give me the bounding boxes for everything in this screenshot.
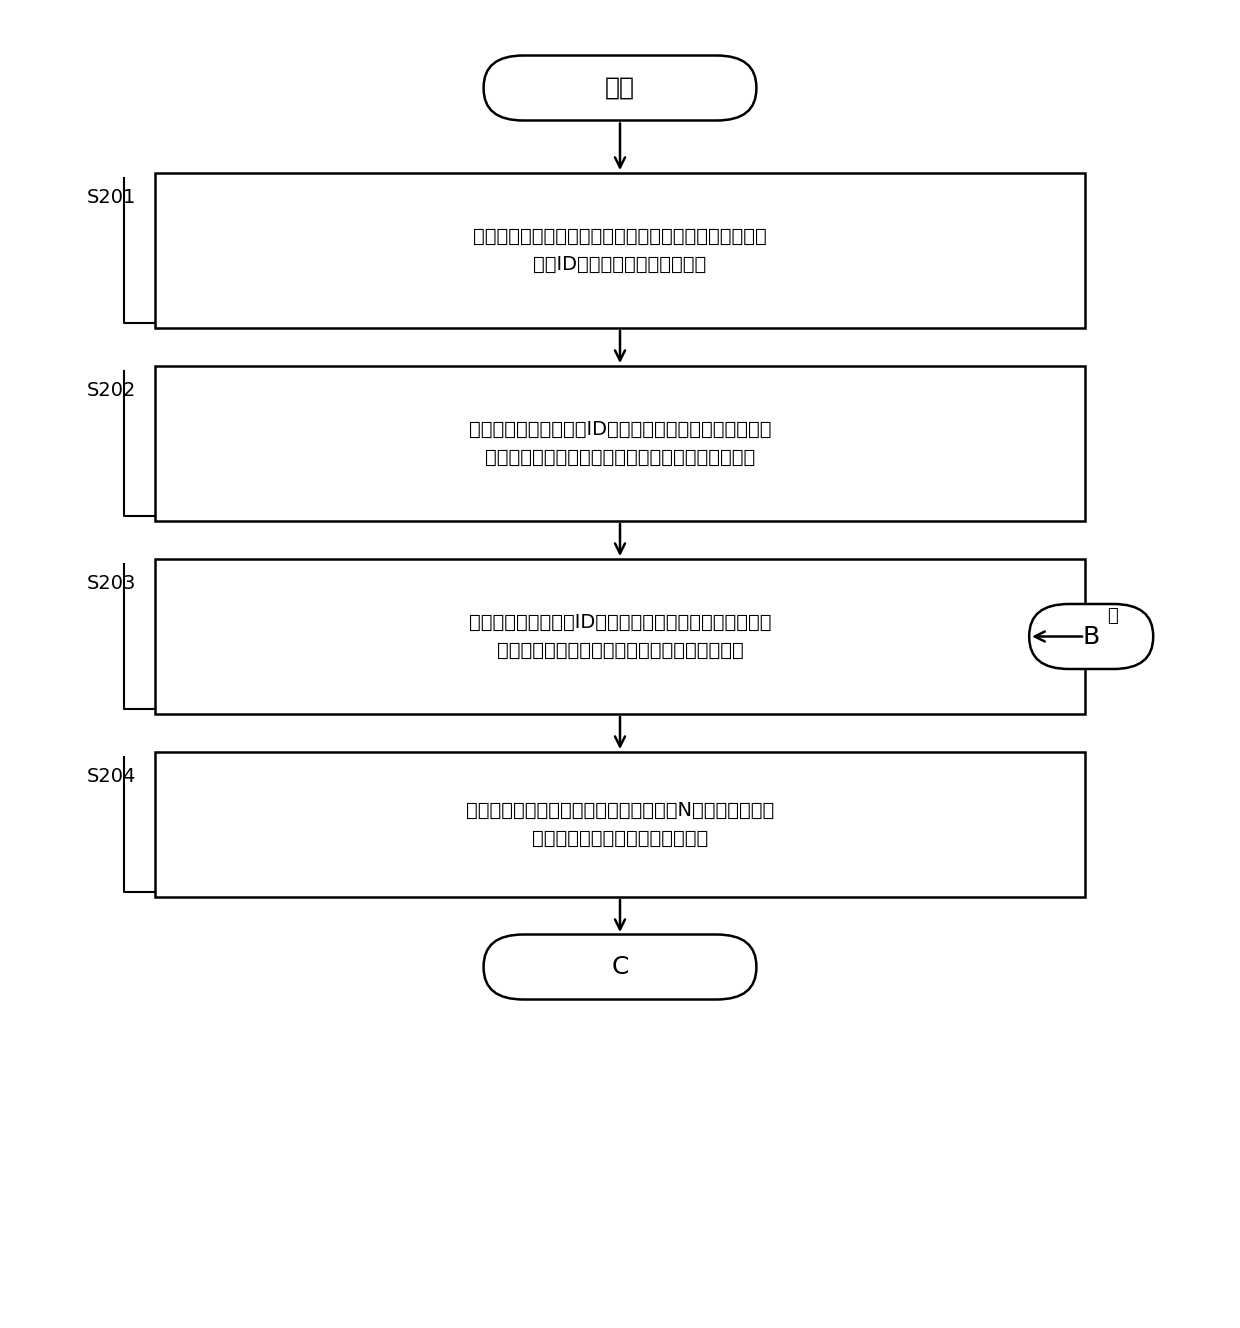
Text: 每个管理分平台依据ID信息对预设定区域的月度人均用水
量进行升序排序，并将排序结果发送至服务平台: 每个管理分平台依据ID信息对预设定区域的月度人均用水 量进行升序排序，并将排序结…	[469, 614, 771, 660]
FancyBboxPatch shape	[1029, 604, 1153, 669]
FancyBboxPatch shape	[155, 559, 1085, 714]
Text: B: B	[1083, 624, 1100, 648]
FancyBboxPatch shape	[484, 935, 756, 1000]
Text: 服务平台依据排序结果向与排名靠前的前N个月度人均用水
量对应的用户分平台发送奖励信息: 服务平台依据排序结果向与排名靠前的前N个月度人均用水 量对应的用户分平台发送奖励…	[466, 801, 774, 849]
Text: S203: S203	[87, 574, 136, 594]
Text: S202: S202	[87, 381, 136, 400]
Text: S204: S204	[87, 768, 136, 786]
FancyBboxPatch shape	[155, 752, 1085, 896]
FancyBboxPatch shape	[484, 56, 756, 121]
FancyBboxPatch shape	[155, 173, 1085, 328]
Text: S201: S201	[87, 189, 136, 207]
FancyBboxPatch shape	[155, 367, 1085, 521]
Text: 每个管理分平台查找与ID信息关联的家庭人口信息，并依
据月度用水量以及家庭人口信息计算月度平均用水量: 每个管理分平台查找与ID信息关联的家庭人口信息，并依 据月度用水量以及家庭人口信…	[469, 420, 771, 467]
Text: 是: 是	[1107, 607, 1118, 624]
Text: C: C	[611, 955, 629, 979]
Text: 开始: 开始	[605, 76, 635, 100]
Text: 每个水表通过对应的传感网络分平台定时发送月度用水量
以及ID信息至对应的管理分平台: 每个水表通过对应的传感网络分平台定时发送月度用水量 以及ID信息至对应的管理分平…	[474, 227, 766, 274]
